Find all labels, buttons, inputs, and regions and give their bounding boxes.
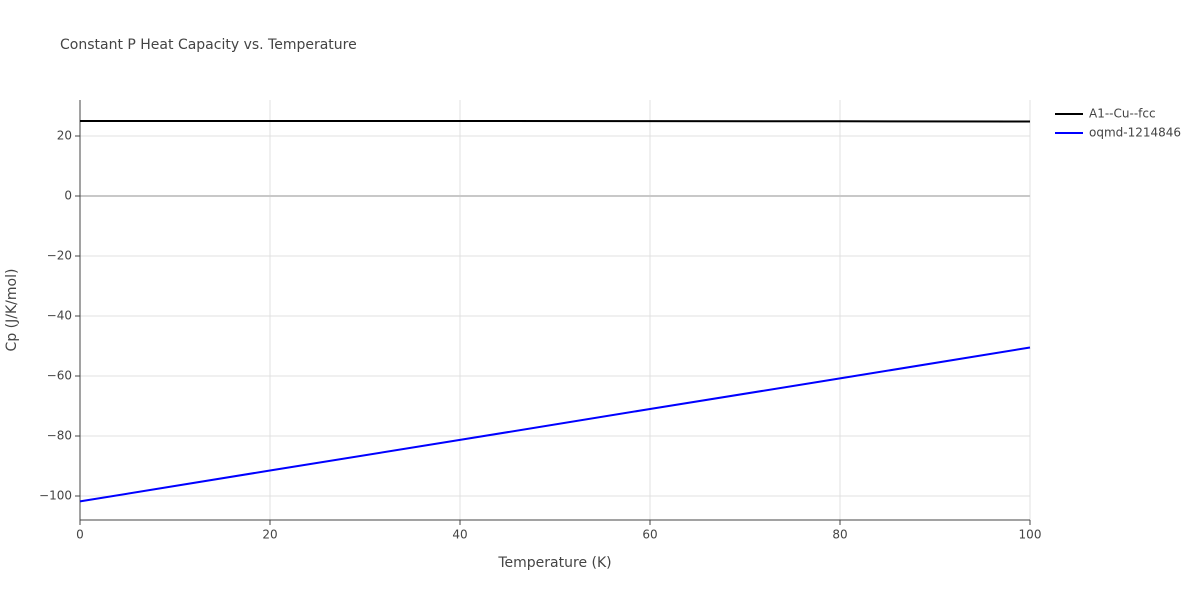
series-line	[79, 346, 1031, 503]
y-tick-label: 0	[64, 189, 72, 203]
y-tick-label: 20	[57, 129, 72, 143]
y-tick-label: −60	[47, 369, 72, 383]
y-tick-label: −20	[47, 249, 72, 263]
y-tick-label: −40	[47, 309, 72, 323]
x-axis-label: Temperature (K)	[497, 555, 611, 571]
y-tick-label: −100	[39, 489, 72, 503]
x-tick-label: 40	[452, 528, 467, 542]
y-axis-label: Cp (J/K/mol)	[4, 269, 20, 352]
x-tick-label: 20	[262, 528, 277, 542]
x-tick-label: 0	[76, 528, 84, 542]
chart-title: Constant P Heat Capacity vs. Temperature	[60, 37, 357, 53]
legend-label: A1--Cu--fcc	[1089, 107, 1156, 121]
x-tick-label: 60	[642, 528, 657, 542]
x-tick-label: 100	[1019, 528, 1042, 542]
legend-label: oqmd-1214846	[1089, 126, 1181, 140]
y-tick-label: −80	[47, 429, 72, 443]
x-tick-label: 80	[832, 528, 847, 542]
